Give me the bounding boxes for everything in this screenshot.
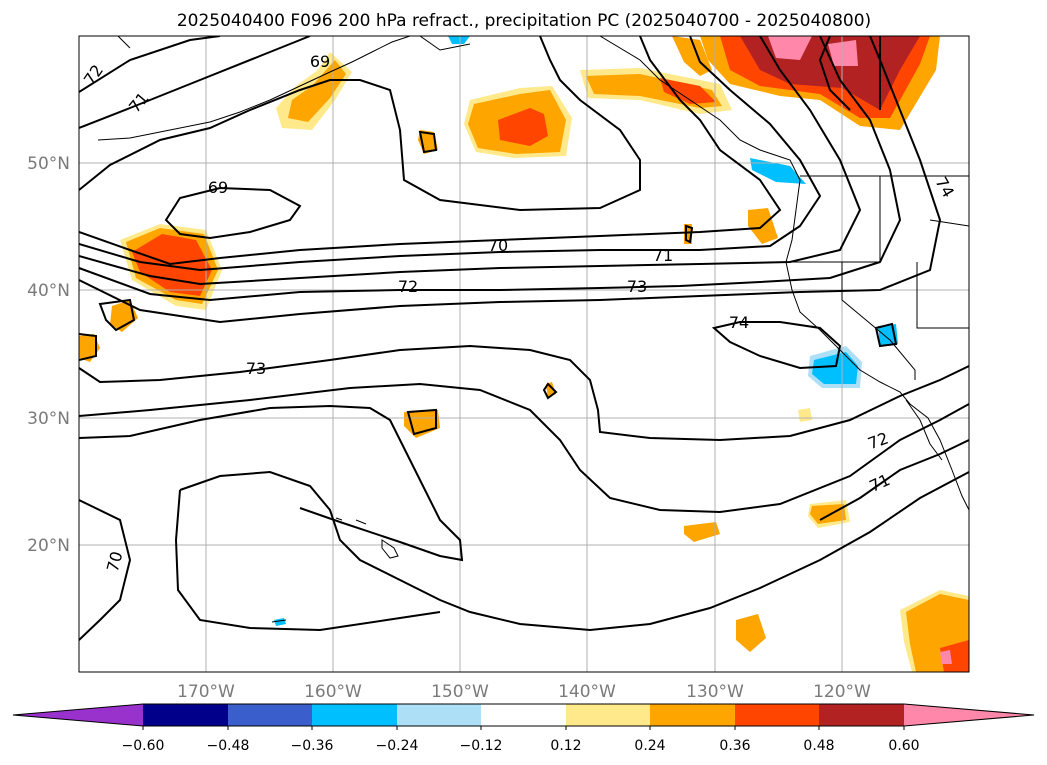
map-frame [78, 35, 970, 673]
map-area: 69 69 70 70 71 71 71 72 72 72 73 73 74 7… [79, 36, 969, 672]
colorbar-segment [650, 704, 735, 726]
lat-label: 40°N [27, 281, 70, 301]
shade-nepac-red [498, 108, 548, 146]
shade-neg-ca [812, 352, 858, 384]
lon-label: 130°W [686, 682, 744, 702]
contour-label: 71 [653, 246, 673, 265]
colorbar-tick-label: 0.12 [550, 738, 581, 754]
map-title: 2025040400 F096 200 hPa refract., precip… [177, 11, 871, 31]
colorbar-segment [566, 704, 650, 726]
colorbar-tick-label: −0.60 [122, 738, 165, 754]
contour-label: 70 [488, 236, 508, 255]
colorbar-tick-label: −0.48 [207, 738, 250, 754]
latitude-labels: 50°N 40°N 30°N 20°N [27, 154, 70, 556]
contour-label: 69 [208, 178, 228, 197]
colorbar-segment [312, 704, 397, 726]
shade-canada-pink [768, 36, 812, 60]
lon-label: 150°W [431, 682, 489, 702]
colorbar-tick-label: 0.24 [634, 738, 665, 754]
shade-neg-bc [750, 158, 806, 184]
contour-label: 73 [627, 277, 647, 296]
lon-label: 170°W [177, 682, 235, 702]
contour-label: 72 [398, 277, 418, 296]
colorbar-tick-label: −0.36 [291, 738, 334, 754]
colorbar-ticks: −0.60 −0.48 −0.36 −0.24 −0.12 0.12 0.24 … [122, 738, 920, 754]
colorbar-segment [143, 704, 228, 726]
lon-label: 120°W [813, 682, 871, 702]
colorbar-segment [397, 704, 481, 726]
colorbar-segment [481, 704, 566, 726]
shade-neg-top [448, 36, 470, 44]
shade-small-10 [736, 614, 766, 652]
colorbar-tick-label: −0.12 [460, 738, 503, 754]
contour-label: 74 [729, 313, 749, 332]
colorbar [12, 703, 1035, 730]
shade-canada-orange [672, 36, 712, 76]
colorbar-tick-label: 0.48 [803, 738, 834, 754]
contour-label: 70 [103, 549, 127, 574]
shade-pacific-red [132, 234, 212, 296]
colorbar-segment [819, 704, 904, 726]
colorbar-tick-label: 0.60 [888, 738, 919, 754]
colorbar-segment [735, 704, 819, 726]
lon-label: 140°W [558, 682, 616, 702]
refractivity-contours [79, 36, 969, 641]
shade-small-8o [810, 504, 846, 524]
lat-label: 20°N [27, 536, 70, 556]
shade-alaska-orange [288, 60, 346, 122]
shade-bc-red [660, 78, 716, 104]
shade-small-9 [684, 522, 720, 542]
colorbar-extend-min [13, 704, 143, 726]
contour-label: 69 [310, 52, 330, 71]
shade-canada-pink2 [828, 40, 858, 66]
shade-small-4 [79, 334, 100, 362]
contour-label: 73 [246, 359, 266, 378]
lat-label: 50°N [27, 154, 70, 174]
colorbar-extend-max [904, 704, 1034, 726]
shade-small-7 [798, 408, 812, 422]
longitude-labels: 170°W 160°W 150°W 140°W 130°W 120°W [177, 682, 871, 702]
lon-label: 160°W [304, 682, 362, 702]
colorbar-tick-label: 0.36 [719, 738, 750, 754]
shade-se-pink [940, 650, 952, 664]
lat-label: 30°N [27, 409, 70, 429]
colorbar-tick-label: −0.24 [376, 738, 419, 754]
colorbar-segment [228, 704, 312, 726]
